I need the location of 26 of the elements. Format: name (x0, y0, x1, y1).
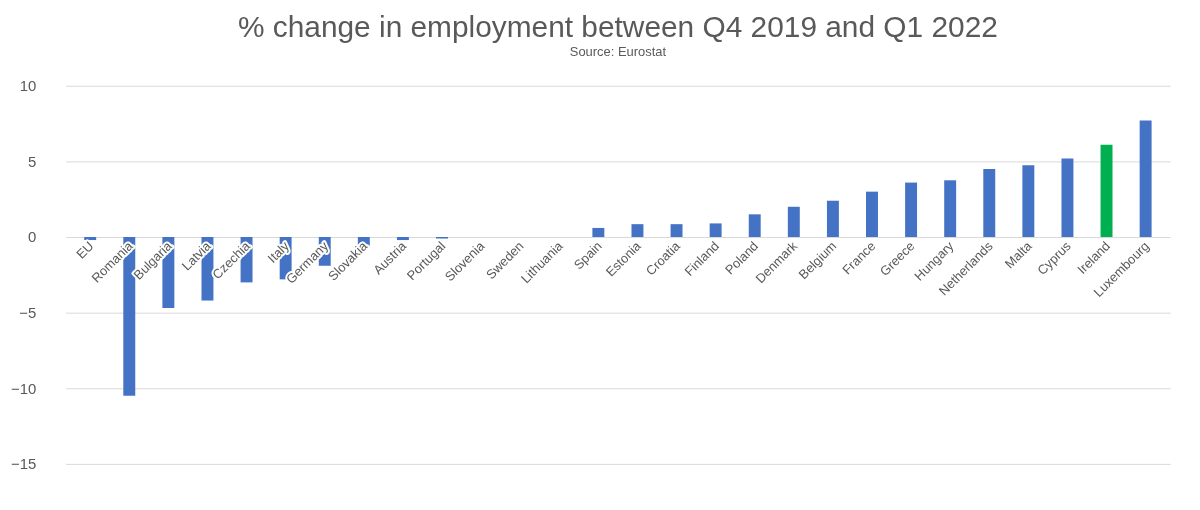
x-tick-label: EU (73, 238, 97, 262)
bar (592, 227, 605, 238)
bar (1061, 158, 1074, 238)
bar (866, 191, 878, 238)
bar (748, 214, 761, 238)
bar (905, 182, 918, 238)
y-tick-label: 0 (28, 228, 37, 246)
bar (1022, 165, 1035, 238)
source-note: Source: Eurostat (569, 43, 667, 59)
bar (944, 180, 957, 238)
y-tick-label: 5 (28, 152, 37, 170)
bar (826, 200, 839, 238)
chart-title: % change in employment between Q4 2019 and Q1 2022 (237, 10, 998, 44)
y-tick-label: −10 (11, 379, 37, 397)
bar (983, 168, 996, 238)
y-tick-label: 10 (19, 77, 37, 95)
y-tick-label: −5 (19, 304, 37, 322)
bar (396, 237, 409, 241)
bar (709, 223, 722, 238)
bar (787, 206, 800, 238)
y-tick-label: −15 (11, 455, 37, 473)
bar (631, 224, 644, 238)
bar (1139, 120, 1152, 238)
bar (84, 237, 97, 241)
bar (1100, 144, 1113, 238)
bar (670, 224, 683, 238)
